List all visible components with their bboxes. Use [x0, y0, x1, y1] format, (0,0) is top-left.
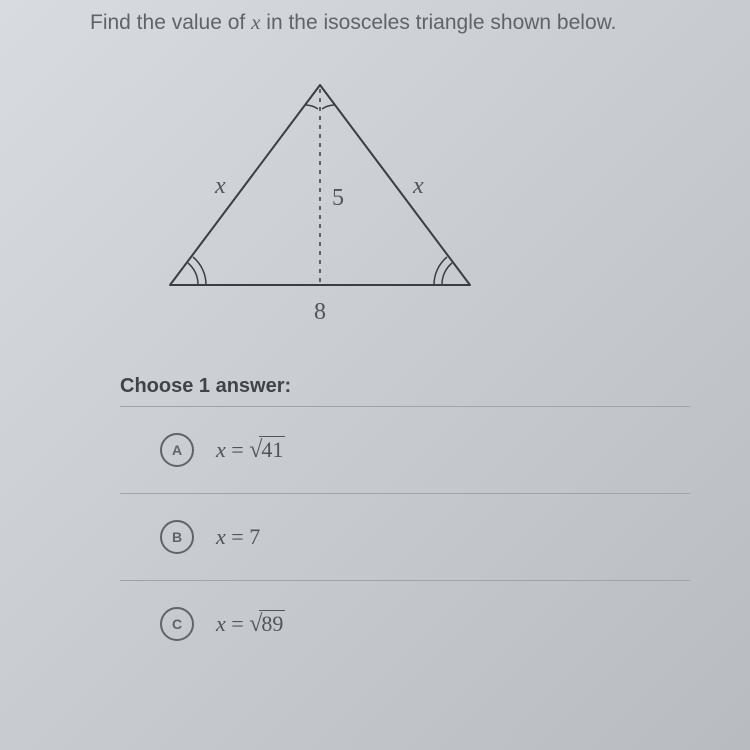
radio-a[interactable]: A — [160, 433, 194, 467]
choose-prompt: Choose 1 answer: — [120, 375, 690, 398]
svg-text:5: 5 — [332, 185, 344, 211]
question-text: Find the value of x in the isosceles tri… — [90, 10, 690, 35]
svg-text:8: 8 — [314, 299, 326, 325]
svg-text:x: x — [412, 173, 424, 199]
answer-c-text: x = √89 — [216, 611, 285, 638]
answer-list: A x = √41 B x = 7 C x = √89 — [120, 406, 690, 651]
answer-choice[interactable]: C x = √89 — [120, 580, 690, 651]
radio-b[interactable]: B — [160, 520, 194, 554]
triangle-figure: x x 5 8 — [150, 75, 510, 335]
answer-choice[interactable]: A x = √41 — [120, 406, 690, 493]
question-suffix: in the isosceles triangle shown below. — [260, 11, 616, 34]
answer-choice[interactable]: B x = 7 — [120, 493, 690, 580]
svg-text:x: x — [214, 173, 226, 199]
radio-c[interactable]: C — [160, 607, 194, 641]
answer-b-text: x = 7 — [216, 524, 260, 550]
answer-a-text: x = √41 — [216, 437, 285, 464]
question-prefix: Find the value of — [90, 11, 251, 34]
